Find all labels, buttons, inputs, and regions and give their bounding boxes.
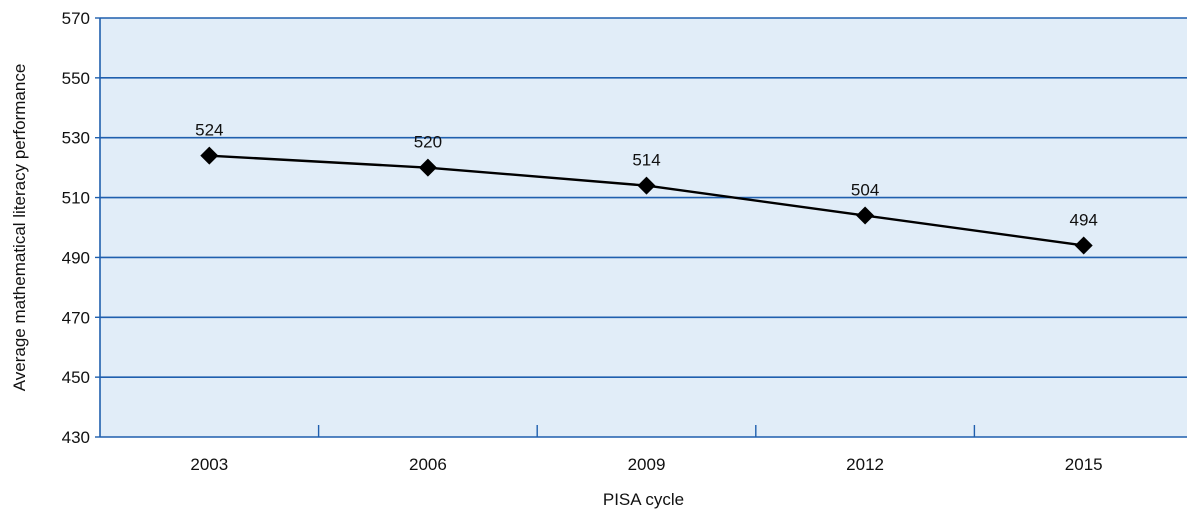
data-label: 514 [632, 151, 660, 170]
data-label: 504 [851, 181, 879, 200]
y-tick-label: 430 [62, 428, 90, 447]
y-tick-label: 490 [62, 248, 90, 267]
x-tick-label: 2003 [190, 455, 228, 474]
x-tick-label: 2006 [409, 455, 447, 474]
data-point-marker [418, 158, 437, 177]
y-axis-ticks: 430 450 470 490 510 530 550 570 [62, 9, 100, 447]
data-point-marker [637, 176, 656, 195]
y-tick-label: 470 [62, 308, 90, 327]
data-labels: 524 520 514 504 494 [195, 121, 1098, 230]
x-tick-label: 2015 [1065, 455, 1103, 474]
x-tick-label: 2012 [846, 455, 884, 474]
x-axis-title: PISA cycle [603, 490, 684, 509]
y-tick-label: 450 [62, 368, 90, 387]
x-axis-ticks: 2003 2006 2009 2012 2015 [190, 425, 1103, 474]
plot-area [100, 18, 1187, 437]
y-axis-title: Average mathematical literacy performanc… [10, 64, 29, 392]
data-point-marker [856, 206, 875, 225]
data-label: 520 [414, 133, 442, 152]
x-tick-label: 2009 [628, 455, 666, 474]
y-tick-label: 530 [62, 129, 90, 148]
y-tick-label: 510 [62, 189, 90, 208]
gridlines [100, 17, 1187, 378]
y-tick-label: 570 [62, 9, 90, 28]
data-label: 494 [1070, 210, 1098, 229]
data-point-marker [200, 146, 219, 165]
axes [99, 18, 1187, 438]
series-group [200, 146, 1093, 255]
y-tick-label: 550 [62, 69, 90, 88]
data-point-marker [1074, 236, 1093, 255]
data-label: 524 [195, 121, 223, 140]
